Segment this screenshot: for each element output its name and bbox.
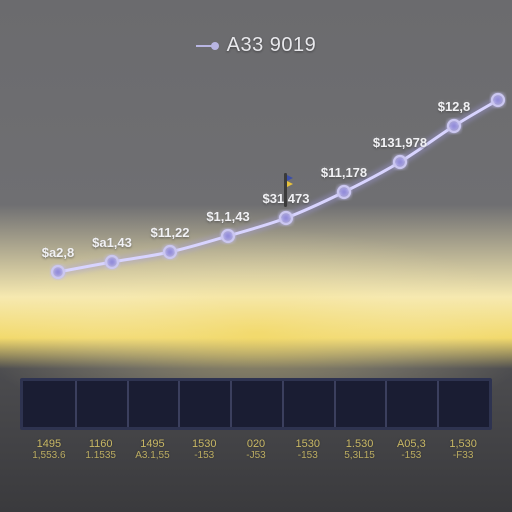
axis-tick xyxy=(385,381,387,427)
flag-icon xyxy=(278,173,294,212)
axis-tick xyxy=(437,381,439,427)
axis-tick xyxy=(75,381,77,427)
x-axis-label: 11601.1535 xyxy=(85,438,116,461)
x-axis-label: 020-J53 xyxy=(246,438,265,461)
chart-stage: A33 9019 $a2,8$a1,43$11,22$1,1,43$31,473… xyxy=(0,0,512,512)
x-axis-label: A05,3-153 xyxy=(397,438,426,461)
x-axis-label: 1,530-F33 xyxy=(449,438,477,461)
line-chart xyxy=(0,0,512,512)
axis-tick xyxy=(127,381,129,427)
x-axis-label: 1530-153 xyxy=(296,438,320,461)
axis-tick xyxy=(334,381,336,427)
x-axis-label: 1.5305,3L15 xyxy=(344,438,375,461)
axis-tick xyxy=(178,381,180,427)
x-axis-label: 14951,553.6 xyxy=(32,438,65,461)
axis-tick xyxy=(230,381,232,427)
x-axis-strip xyxy=(20,378,492,430)
x-axis-label: 1495A3.1,55 xyxy=(135,438,169,461)
axis-tick xyxy=(282,381,284,427)
x-axis-label: 1530-153 xyxy=(192,438,216,461)
